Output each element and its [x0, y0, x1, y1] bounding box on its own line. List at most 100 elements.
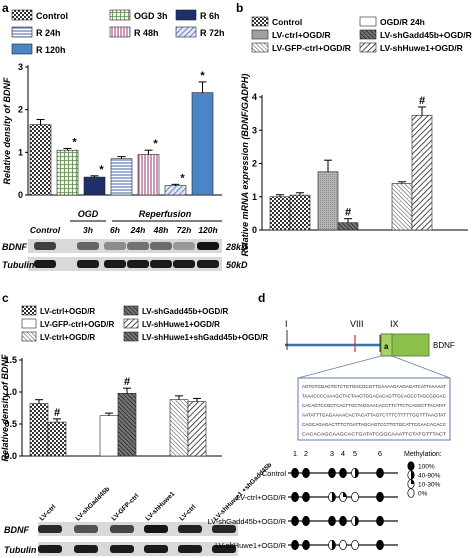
blot-band	[74, 525, 98, 533]
row-label: LV-shGadd45b+OGD/R	[208, 517, 287, 526]
legend-label: LV-ctrl+OGD/R	[40, 307, 95, 316]
significance-marker: #	[419, 95, 425, 107]
legend-label: LV-GFP-ctrl+OGD/R	[40, 320, 115, 329]
blot-band	[150, 242, 172, 250]
significance-marker: #	[345, 207, 351, 219]
y-tick-label: 4	[252, 92, 257, 102]
legend-label: LV-ctrl+OGD/R	[272, 30, 331, 40]
row-label: LV-shHuwe1+OGD/R	[215, 541, 287, 550]
panel-label-a: a	[2, 1, 9, 15]
blot-band	[127, 242, 149, 250]
zoom-line	[297, 355, 382, 379]
lane-label: LV-ctrl	[38, 503, 57, 522]
y-tick-label: 0	[252, 225, 257, 235]
legend-swatch	[21, 318, 37, 329]
cpg-circle	[291, 491, 299, 503]
cpg-circle	[328, 467, 336, 479]
cpg-circle-fill	[332, 492, 336, 502]
y-axis-label: Relative density of BDNF	[2, 77, 12, 185]
y-axis-label: Relative mRNA expression (BDNF/GADPH)	[240, 74, 250, 257]
blot-strip	[38, 542, 238, 556]
panel-label-b: b	[236, 1, 243, 15]
legend-label: OGD/R 24h	[380, 17, 425, 27]
significance-marker: *	[200, 70, 205, 82]
bar	[337, 222, 359, 231]
panel-label-d: d	[258, 291, 265, 305]
lane-label: LV-GFP-ctrl	[110, 492, 140, 522]
bar	[187, 401, 207, 457]
legend-label: R 72h	[200, 28, 225, 38]
bar	[117, 392, 137, 457]
y-tick-label: 2	[18, 105, 23, 115]
bar	[83, 176, 106, 196]
blot-band	[74, 545, 98, 553]
blot-row-label: Tubulin	[2, 260, 35, 270]
cpg-circle	[291, 515, 299, 527]
legend-circle	[407, 488, 415, 498]
blot-band	[77, 242, 99, 250]
sequence-box	[297, 377, 451, 441]
lane-label: LV-shGadd45b	[74, 486, 111, 523]
significance-marker: *	[99, 164, 104, 176]
blot-band	[110, 545, 134, 553]
legend-swatch	[11, 9, 33, 21]
blot-band	[212, 525, 236, 533]
lane-label: 48h	[153, 225, 169, 235]
bar	[56, 149, 79, 196]
panel-d: I VIII IX a BDNF AGTGTGGAGTGTCTGTGGCGCGTTGAAA…	[208, 319, 455, 551]
blot-size-label: 28kD	[225, 242, 248, 252]
cpg-number: 3	[330, 449, 334, 458]
blot-band	[104, 260, 126, 268]
cpg-number: 5	[353, 449, 357, 458]
y-axis-label: Relative density of BDNF	[0, 354, 10, 462]
legend-swatch	[359, 16, 377, 27]
legend-label: R 120h	[36, 45, 66, 55]
cpg-circle	[339, 515, 347, 527]
cpg-circle	[376, 467, 384, 479]
blot-row-label: Tubulin	[4, 545, 37, 555]
y-tick-label: 1	[252, 192, 257, 202]
legend-swatch	[251, 16, 269, 27]
exon-box-a	[380, 333, 393, 357]
y-tick-label: 0.5	[4, 419, 17, 429]
cpg-circle	[302, 491, 310, 503]
legend-swatch	[109, 26, 131, 38]
cpg-circle	[339, 467, 347, 479]
legend-swatch	[251, 42, 269, 53]
cpg-circle	[302, 515, 310, 527]
legend-swatch	[21, 305, 37, 316]
blot-band	[38, 525, 62, 533]
blot-band	[197, 260, 219, 268]
cpg-circle	[376, 515, 384, 527]
bar	[29, 124, 52, 196]
cpg-circle	[291, 467, 299, 479]
panel-b: Control OGD/R 24h LV-ctrl+OGD/R LV-shGadd45…	[240, 16, 472, 257]
cpg-circle	[351, 539, 359, 551]
lane-label: 120h	[198, 225, 217, 235]
legend-swatch	[175, 9, 197, 21]
y-tick-label: 1.5	[4, 355, 17, 365]
bar	[411, 114, 433, 231]
legend-swatch	[21, 331, 37, 342]
lane-label: 24h	[130, 225, 146, 235]
gene-label: BDNF	[433, 341, 455, 350]
sequence-line: CAGCAGAGACTTTCTGATTAGCAGTCCTTGTGCATTCGAA…	[302, 422, 446, 427]
blot-band	[104, 242, 126, 250]
bar	[269, 196, 291, 231]
methylation-legend-label: 40-90%	[418, 473, 441, 480]
exon-label: VIII	[350, 319, 364, 329]
legend-swatch	[359, 42, 377, 53]
legend-swatch	[251, 29, 269, 40]
bar	[191, 92, 214, 196]
sequence-line: AATATTTGAGAAAACACTACATTAGTCTTTCTTTTTGGTT…	[302, 413, 446, 418]
blot-strip	[28, 239, 222, 253]
y-tick-label: 2	[252, 159, 257, 169]
legend-label: R 24h	[36, 28, 61, 38]
legend-label: Control	[36, 11, 68, 21]
significance-marker: *	[72, 136, 77, 148]
legend-swatch	[123, 331, 139, 342]
blot-band	[34, 260, 56, 268]
legend-label: R 48h	[134, 28, 159, 38]
legend-label: LV-shGadd45b+OGD/R	[380, 30, 472, 40]
